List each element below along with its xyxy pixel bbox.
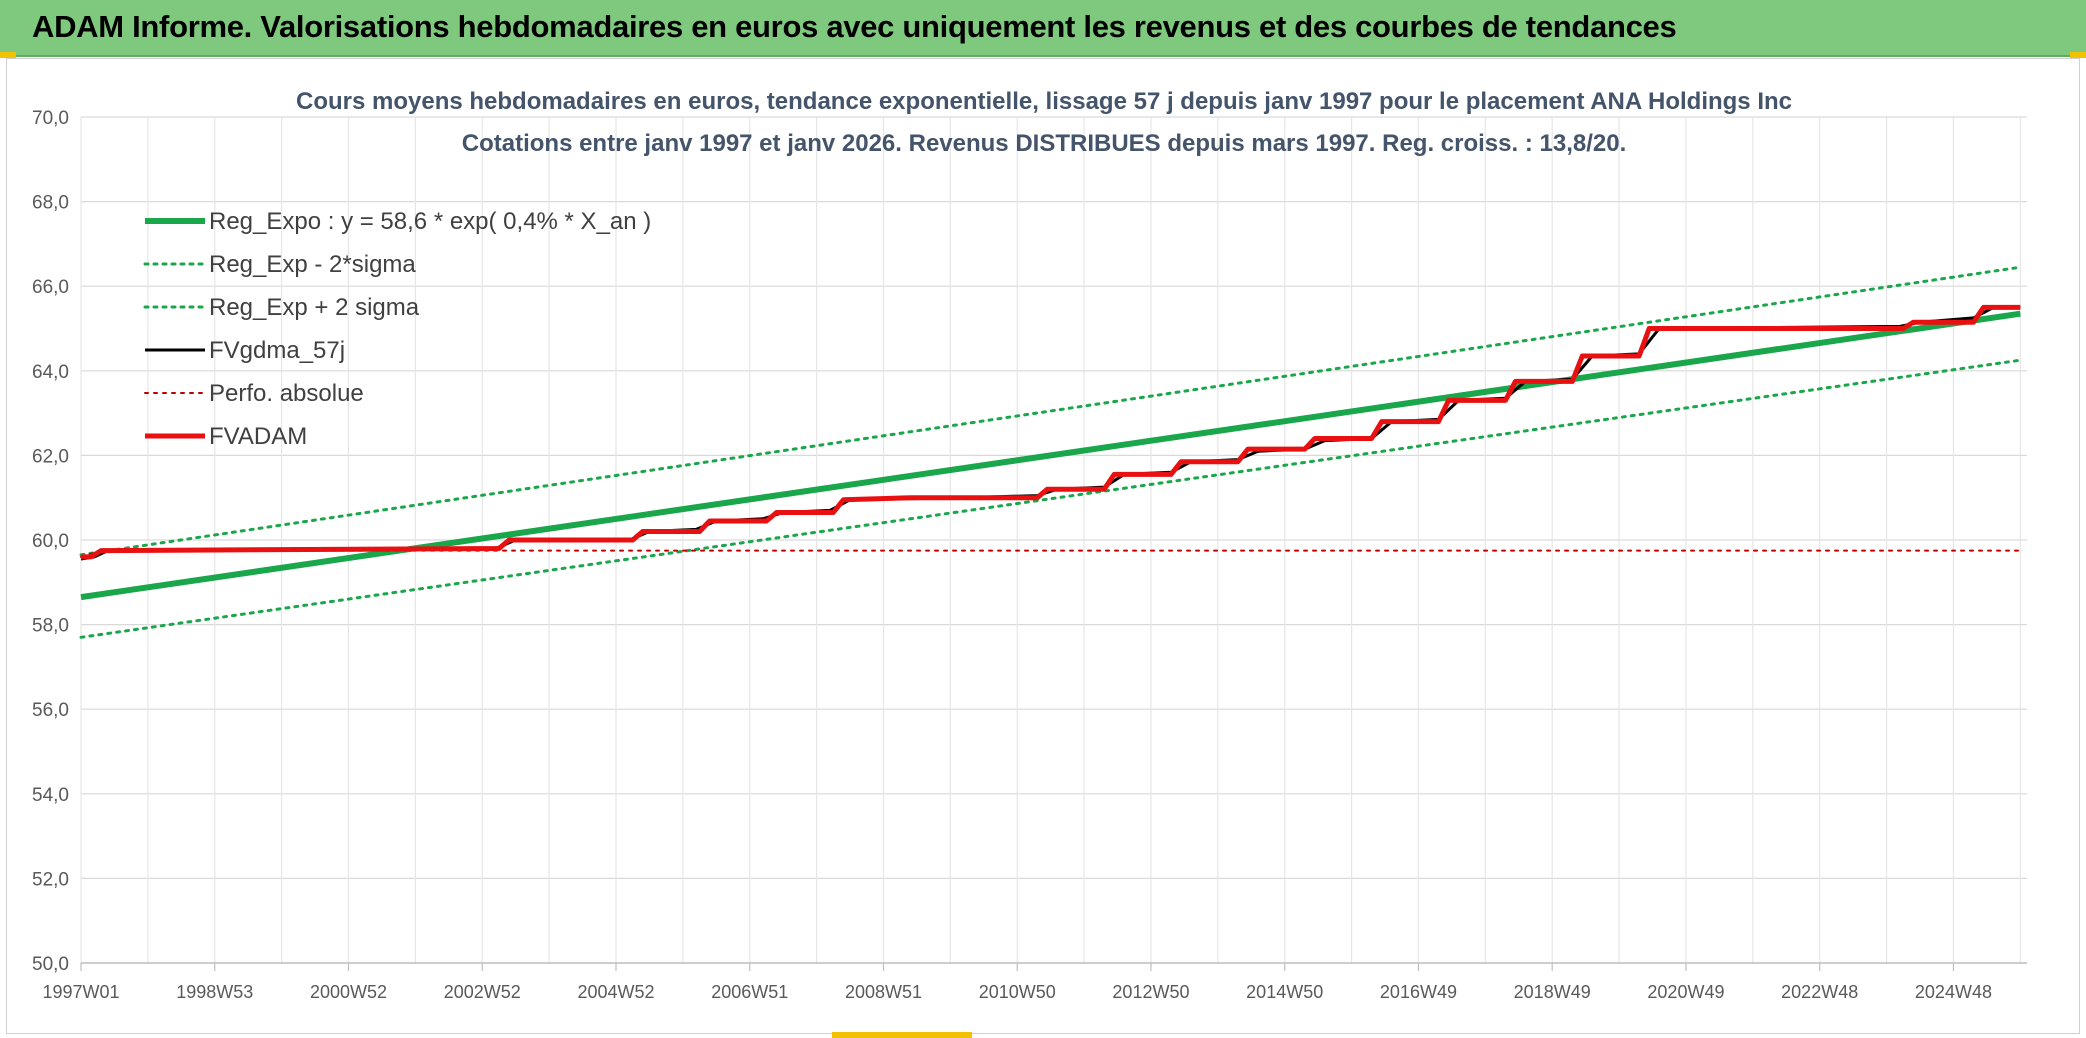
x-tick-label: 2008W51	[845, 982, 922, 1002]
legend-label-1: Reg_Exp - 2*sigma	[209, 251, 416, 278]
x-tick-label: 2012W50	[1112, 982, 1189, 1002]
x-tick-label: 2020W49	[1647, 982, 1724, 1002]
series-line-3	[80, 305, 2021, 561]
x-tick-label: 2022W48	[1781, 982, 1858, 1002]
series-line-2	[79, 265, 2022, 557]
legend-label-5: FVADAM	[209, 423, 307, 450]
y-tick-label: 60,0	[32, 531, 69, 552]
y-tick-label: 64,0	[32, 362, 69, 383]
axes: 50,0 52,0 54,0 56,0 58,0 60,0 62,0 64,0 66,0 68,0…	[32, 108, 2027, 1002]
data-series	[79, 265, 2022, 639]
x-tick-label: 2018W49	[1514, 982, 1591, 1002]
x-tick-label: 1998W53	[176, 982, 253, 1002]
series-line-1	[79, 358, 2022, 639]
x-tick-label: 2014W50	[1246, 982, 1323, 1002]
series-line-5	[81, 304, 2021, 560]
y-tick-label: 62,0	[32, 446, 69, 467]
y-tick-label: 66,0	[32, 277, 69, 298]
y-tick-label: 52,0	[32, 869, 69, 890]
x-tick-label: 2000W52	[310, 982, 387, 1002]
x-tick-label: 2002W52	[444, 982, 521, 1002]
legend-label-0: Reg_Expo : y = 58,6 * exp( 0,4% * X_an )	[209, 208, 651, 235]
corner-marker-bottom	[832, 1032, 972, 1038]
chart-frame: 50,0 52,0 54,0 56,0 58,0 60,0 62,0 64,0 66,0 68,0…	[6, 58, 2080, 1034]
report-header-banner: ADAM Informe. Valorisations hebdomadaire…	[0, 0, 2086, 57]
y-tick-label: 70,0	[32, 108, 69, 129]
legend-label-3: FVgdma_57j	[209, 337, 345, 364]
chart-subtitle: Cotations entre janv 1997 et janv 2026. …	[462, 130, 1627, 157]
y-tick-label: 56,0	[32, 700, 69, 721]
y-tick-label: 68,0	[32, 193, 69, 214]
x-tick-label: 2016W49	[1380, 982, 1457, 1002]
y-tick-label: 54,0	[32, 785, 69, 806]
legend-label-4: Perfo. absolue	[209, 380, 364, 407]
legend: Reg_Expo : y = 58,6 * exp( 0,4% * X_an )…	[143, 208, 651, 450]
x-tick-label: 2006W51	[711, 982, 788, 1002]
x-tick-label: 2024W48	[1915, 982, 1992, 1002]
chart-canvas: 50,0 52,0 54,0 56,0 58,0 60,0 62,0 64,0 66,0 68,0…	[32, 88, 2027, 1002]
y-tick-label: 58,0	[32, 616, 69, 637]
chart-title: Cours moyens hebdomadaires en euros, ten…	[296, 88, 1792, 115]
corner-marker-top-right	[2070, 52, 2086, 58]
corner-marker-top-left	[0, 52, 16, 58]
legend-label-2: Reg_Exp + 2 sigma	[209, 294, 420, 321]
x-tick-label: 1997W01	[42, 982, 119, 1002]
report-title: ADAM Informe. Valorisations hebdomadaire…	[32, 9, 1677, 44]
x-tick-label: 2010W50	[979, 982, 1056, 1002]
y-tick-label: 50,0	[32, 954, 69, 975]
grid-lines	[80, 116, 2027, 964]
x-tick-label: 2004W52	[577, 982, 654, 1002]
